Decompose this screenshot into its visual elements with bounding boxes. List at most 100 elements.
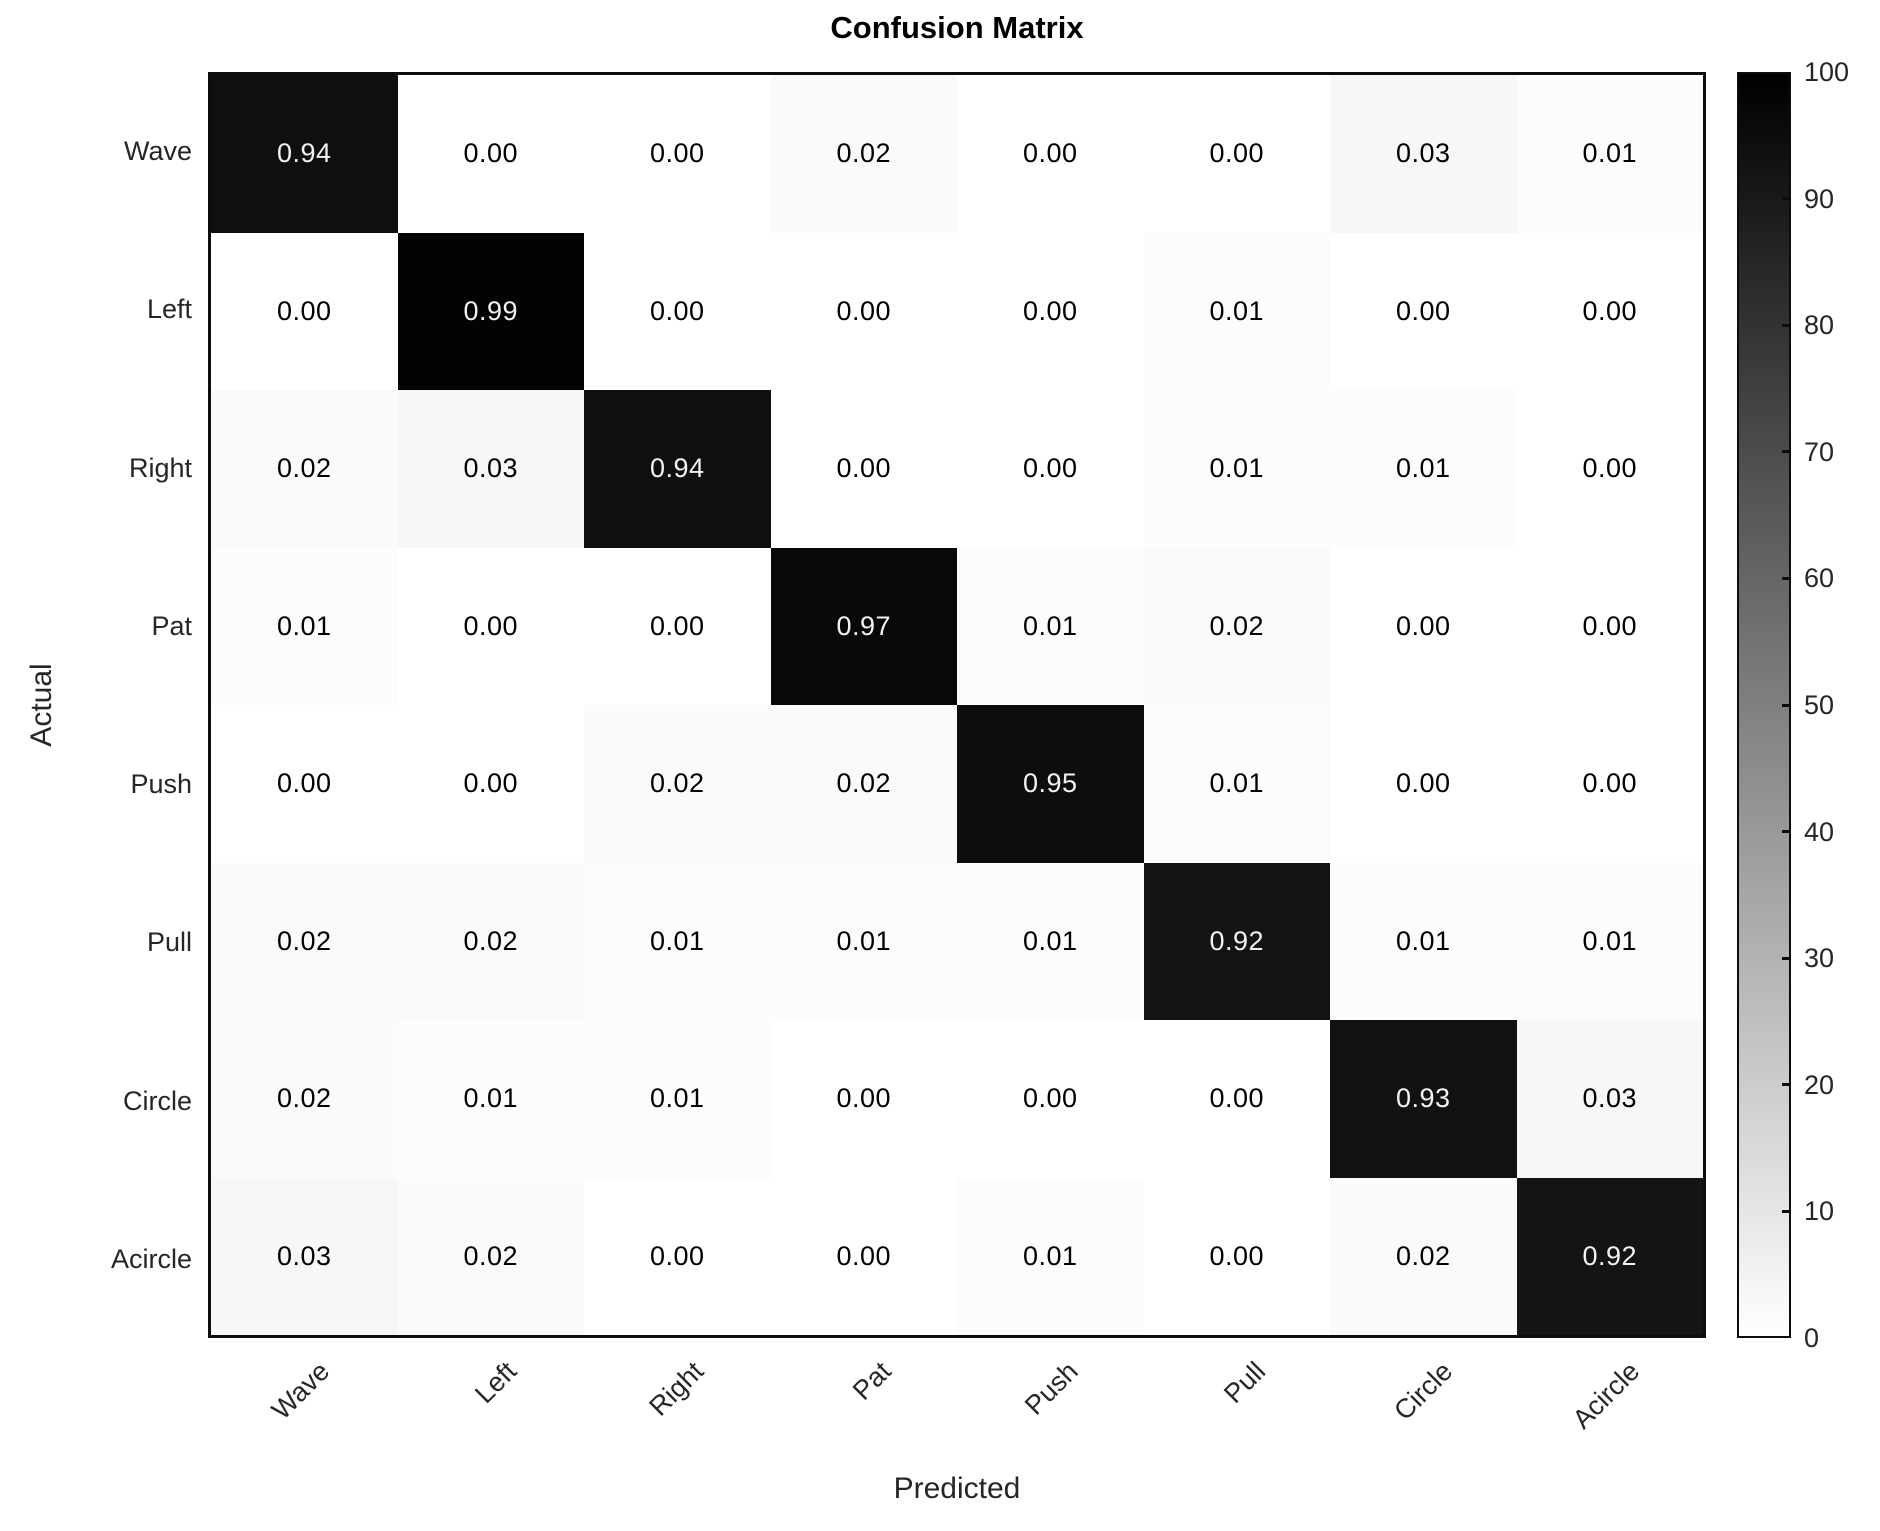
matrix-cell-Left-Right: 0.00	[584, 232, 771, 390]
matrix-cell-Right-Acircle: 0.00	[1516, 390, 1703, 548]
matrix-cell-Pat-Acircle: 0.00	[1516, 547, 1703, 705]
colorbar-tick-label-80: 80	[1804, 310, 1835, 341]
matrix-cell-Circle-Circle: 0.93	[1330, 1020, 1517, 1178]
matrix-cell-Acircle-Push: 0.01	[957, 1177, 1144, 1335]
matrix-cell-Pat-Left: 0.00	[397, 547, 584, 705]
matrix-cell-Circle-Pat: 0.00	[770, 1020, 957, 1178]
matrix-cell-Right-Pull: 0.01	[1143, 390, 1330, 548]
matrix-cell-Pull-Left: 0.02	[397, 862, 584, 1020]
matrix-cell-Push-Right: 0.02	[584, 705, 771, 863]
matrix-cell-Wave-Acircle: 0.01	[1516, 75, 1703, 233]
matrix-cell-Acircle-Acircle: 0.92	[1516, 1177, 1703, 1335]
x-tick-label-Pull: Pull	[1218, 1356, 1272, 1410]
matrix-cell-Circle-Acircle: 0.03	[1516, 1020, 1703, 1178]
x-tick-label-Circle: Circle	[1388, 1356, 1459, 1427]
y-tick-label-Circle: Circle	[122, 1085, 192, 1116]
colorbar-tick-mark	[1782, 956, 1791, 960]
y-tick-label-Pat: Pat	[151, 610, 192, 641]
colorbar-tick-label-30: 30	[1804, 943, 1835, 974]
matrix-cell-Pat-Circle: 0.00	[1330, 547, 1517, 705]
matrix-cell-Pat-Wave: 0.01	[211, 547, 398, 705]
matrix-cell-Left-Wave: 0.00	[211, 232, 398, 390]
colorbar-tick-label-60: 60	[1804, 563, 1835, 594]
matrix-cell-Acircle-Circle: 0.02	[1330, 1177, 1517, 1335]
colorbar-tick-mark	[1782, 703, 1791, 707]
colorbar-tick-label-70: 70	[1804, 436, 1835, 467]
matrix-cell-Left-Acircle: 0.00	[1516, 232, 1703, 390]
x-tick-label-Pat: Pat	[846, 1356, 897, 1406]
matrix-cell-Right-Pat: 0.00	[770, 390, 957, 548]
matrix-cell-Push-Push: 0.95	[957, 705, 1144, 863]
colorbar-tick-mark	[1782, 1083, 1791, 1087]
colorbar-tick-label-100: 100	[1804, 57, 1850, 87]
matrix-cell-Wave-Right: 0.00	[584, 75, 771, 233]
matrix-cell-Pull-Push: 0.01	[957, 862, 1144, 1020]
matrix-cell-Push-Acircle: 0.00	[1516, 705, 1703, 863]
colorbar-tick-mark	[1782, 323, 1791, 327]
y-tick-label-Acircle: Acircle	[110, 1243, 192, 1274]
matrix-cell-Pull-Pull: 0.92	[1143, 862, 1330, 1020]
matrix-cell-Pat-Pat: 0.97	[770, 547, 957, 705]
y-axis-label: Actual	[25, 663, 58, 747]
matrix-cell-Wave-Wave: 0.94	[211, 75, 398, 233]
matrix-cell-Circle-Left: 0.01	[397, 1020, 584, 1178]
matrix-cell-Acircle-Pull: 0.00	[1143, 1177, 1330, 1335]
colorbar-tick-label-0: 0	[1804, 1323, 1820, 1353]
colorbar-tick-mark	[1782, 450, 1791, 454]
matrix-cell-Pull-Pat: 0.01	[770, 862, 957, 1020]
matrix-cell-Wave-Left: 0.00	[397, 75, 584, 233]
matrix-cell-Left-Push: 0.00	[957, 232, 1144, 390]
matrix-cell-Pull-Circle: 0.01	[1330, 862, 1517, 1020]
matrix-cell-Circle-Push: 0.00	[957, 1020, 1144, 1178]
matrix-cell-Pull-Right: 0.01	[584, 862, 771, 1020]
colorbar-tick-label-40: 40	[1804, 816, 1835, 847]
y-tick-label-Push: Push	[130, 769, 192, 800]
y-tick-label-Pull: Pull	[146, 927, 192, 958]
colorbar-tick-label-50: 50	[1804, 690, 1835, 720]
matrix-cell-Circle-Right: 0.01	[584, 1020, 771, 1178]
matrix-cell-Wave-Pull: 0.00	[1143, 75, 1330, 233]
x-tick-label-Acircle: Acircle	[1567, 1356, 1646, 1435]
matrix-cell-Left-Circle: 0.00	[1330, 232, 1517, 390]
colorbar-tick-mark	[1782, 1209, 1791, 1213]
x-tick-label-Push: Push	[1019, 1356, 1084, 1421]
matrix-cell-Push-Pat: 0.02	[770, 705, 957, 863]
matrix-cell-Acircle-Pat: 0.00	[770, 1177, 957, 1335]
matrix-cell-Push-Left: 0.00	[397, 705, 584, 863]
matrix-cell-Acircle-Right: 0.00	[584, 1177, 771, 1335]
x-axis-label: Predicted	[893, 1472, 1021, 1505]
x-tick-label-Left: Left	[469, 1356, 523, 1410]
matrix-cell-Right-Push: 0.00	[957, 390, 1144, 548]
matrix-cell-Right-Right: 0.94	[584, 390, 771, 548]
colorbar-tick-label-10: 10	[1804, 1196, 1835, 1227]
matrix-cell-Right-Wave: 0.02	[211, 390, 398, 548]
matrix-cell-Pat-Right: 0.00	[584, 547, 771, 705]
y-tick-label-Right: Right	[128, 452, 192, 483]
chart-title: Confusion Matrix	[830, 10, 1084, 45]
colorbar-tick-mark	[1782, 576, 1791, 580]
matrix-cell-Wave-Pat: 0.02	[770, 75, 957, 233]
x-tick-label-Wave: Wave	[265, 1356, 335, 1426]
matrix-cell-Right-Left: 0.03	[397, 390, 584, 548]
y-tick-label-Left: Left	[146, 294, 192, 325]
matrix-cell-Pat-Pull: 0.02	[1143, 547, 1330, 705]
colorbar-tick-label-20: 20	[1804, 1069, 1835, 1100]
colorbar-tick-mark	[1782, 197, 1791, 201]
matrix-cell-Left-Left: 0.99	[397, 232, 584, 390]
matrix-cell-Pat-Push: 0.01	[957, 547, 1144, 705]
x-tick-label-Right: Right	[643, 1356, 710, 1422]
heatmap-plot: 0.94 0.00 0.00 0.02 0.00 0.00 0.03 0.01 0.00 0.99…	[208, 72, 1706, 1338]
matrix-cell-Acircle-Left: 0.02	[397, 1177, 584, 1335]
matrix-cell-Left-Pat: 0.00	[770, 232, 957, 390]
matrix-cell-Acircle-Wave: 0.03	[211, 1177, 398, 1335]
matrix-cell-Pull-Acircle: 0.01	[1516, 862, 1703, 1020]
matrix-cell-Right-Circle: 0.01	[1330, 390, 1517, 548]
matrix-cell-Left-Pull: 0.01	[1143, 232, 1330, 390]
colorbar-tick-mark	[1782, 830, 1791, 834]
matrix-cell-Push-Circle: 0.00	[1330, 705, 1517, 863]
matrix-cell-Wave-Push: 0.00	[957, 75, 1144, 233]
colorbar-tick-label-90: 90	[1804, 183, 1835, 214]
matrix-cell-Push-Pull: 0.01	[1143, 705, 1330, 863]
matrix-cell-Circle-Wave: 0.02	[211, 1020, 398, 1178]
